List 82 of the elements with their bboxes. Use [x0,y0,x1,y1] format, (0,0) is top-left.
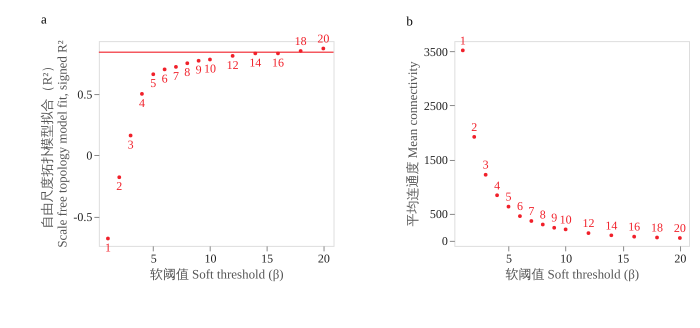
annotation: 3 [128,138,134,152]
x-tick-label: 5 [150,251,157,266]
annotation: 8 [184,65,190,80]
point [106,236,110,240]
x-tick-label: 20 [318,251,330,266]
annotation: 10 [560,212,572,226]
annotation: 2 [116,179,122,194]
x-tick-label: 10 [204,251,216,266]
annotation: 1 [460,33,466,48]
annotation: 12 [582,216,594,230]
y-tick-label: 0 [442,234,448,248]
x-tick-label: 5 [506,251,512,266]
annotation: 7 [528,204,534,218]
chart-title: b [406,13,413,28]
point [460,48,465,52]
point [518,214,522,218]
point [586,231,590,236]
annotation: 16 [628,220,640,234]
point [174,65,178,69]
annotation: 9 [551,210,558,225]
annotation: 5 [150,76,156,90]
point [230,54,234,58]
annotation: 10 [204,62,216,76]
point [140,92,144,96]
y-axis-title: 平均连通度 Mean connectivity [404,60,420,227]
point [196,58,200,63]
x-tick-label: 15 [261,251,274,266]
y-tick-label: 0 [86,148,92,163]
point [609,233,614,238]
annotation: 14 [249,55,262,70]
point [540,222,545,226]
point [632,234,636,239]
x-tick-label: 10 [560,251,572,266]
point [151,72,156,76]
point [276,52,280,56]
point [128,134,132,138]
point [185,61,190,66]
y-tick-label: 2500 [424,99,448,113]
annotation: 9 [196,62,202,77]
point [506,204,510,209]
x-axis-title: 软阈值 Soft threshold (β) [505,266,640,282]
x-tick-label: 15 [617,251,630,266]
annotation: 6 [516,199,523,214]
point [484,172,488,177]
annotation: 12 [226,58,239,72]
annotation: 2 [471,120,478,134]
point [564,227,568,232]
y-tick-label: 1500 [424,153,448,168]
y-tick-label: 500 [430,207,448,222]
annotation: 18 [294,34,307,48]
point [655,236,659,240]
y-tick-label: 3500 [424,44,448,59]
point [162,67,166,72]
annotation: 16 [272,55,284,70]
point [253,52,258,56]
annotation: 1 [104,240,111,254]
x-axis-title: 软阈值 Soft threshold (β) [150,266,284,282]
annotation: 4 [138,96,145,110]
point [472,135,476,139]
y-axis-title: 自由尺度拓扑模型拟合（R²） Scale free topology model fit, signed R² [39,40,70,248]
annotation: 8 [540,208,546,222]
annotation: 14 [605,218,618,232]
annotation: 20 [317,32,330,46]
point [552,226,556,230]
annotation: 18 [651,220,664,234]
x-tick-label: 20 [674,251,686,266]
y-tick-label: -0.5 [73,210,92,224]
y-tick-label: 0.5 [77,87,92,102]
point [678,236,682,240]
point [495,193,499,198]
annotation: 5 [506,190,512,204]
chart-title: a [40,12,47,27]
point [208,58,212,62]
point [298,49,303,53]
point [321,46,326,50]
annotation: 7 [172,68,179,83]
annotation: 6 [162,71,168,86]
annotation: 4 [494,178,500,192]
annotation: 20 [674,221,686,236]
annotation: 3 [482,158,489,172]
point [529,219,534,223]
point [117,175,122,180]
